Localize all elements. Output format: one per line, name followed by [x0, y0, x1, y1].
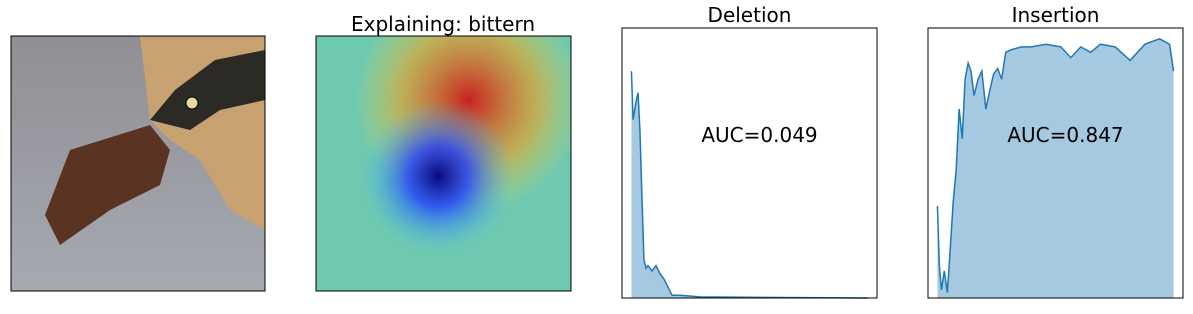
- photo: [10, 35, 266, 292]
- axes-frame: [927, 27, 1184, 299]
- auc-annotation: AUC=0.847: [1007, 123, 1123, 147]
- chart-title: Insertion: [1012, 3, 1100, 27]
- chart-title: Deletion: [708, 3, 792, 27]
- saliency-map: Explaining: bittern: [315, 12, 572, 292]
- line: [630, 71, 868, 299]
- auc-annotation: AUC=0.049: [701, 123, 817, 147]
- line: [936, 37, 1175, 293]
- image-title: Explaining: bittern: [351, 12, 535, 36]
- axes-frame: [621, 27, 878, 299]
- area: [631, 71, 868, 298]
- area: [937, 38, 1174, 299]
